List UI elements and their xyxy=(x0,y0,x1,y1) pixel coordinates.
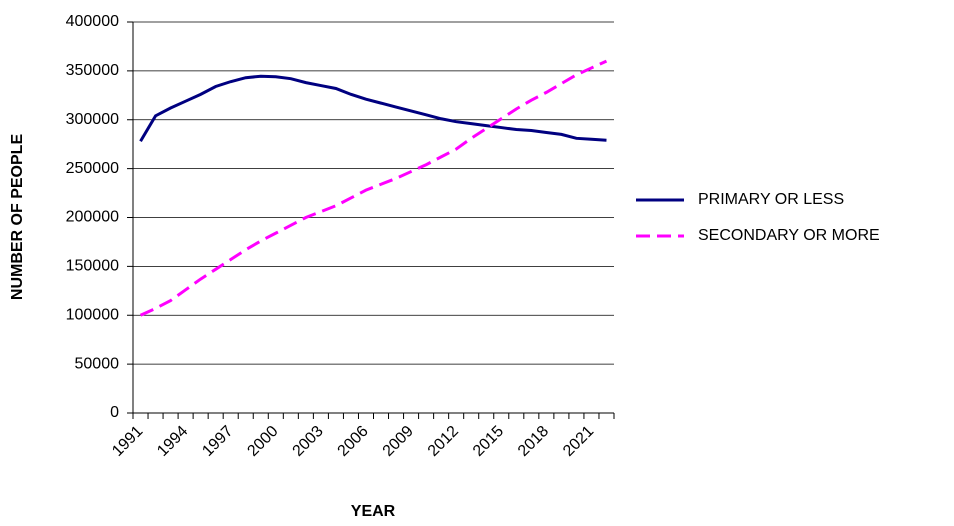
y-tick-label: 150000 xyxy=(66,258,119,275)
x-tick-label: 2021 xyxy=(560,423,597,460)
y-tick-label: 100000 xyxy=(66,306,119,323)
legend-label: SECONDARY OR MORE xyxy=(698,227,880,244)
x-tick-label: 2018 xyxy=(515,423,552,460)
y-tick-label: 250000 xyxy=(66,160,119,177)
x-tick-label: 1991 xyxy=(109,423,146,460)
data-line xyxy=(139,74,607,143)
y-tick-label: 300000 xyxy=(66,111,119,128)
data-line xyxy=(139,59,608,317)
x-tick-label: 2012 xyxy=(425,423,462,460)
x-tick-label: 2003 xyxy=(290,423,327,460)
y-axis-label: NUMBER OF PEOPLE xyxy=(9,134,26,301)
x-tick-label: 1997 xyxy=(199,423,236,460)
y-tick-label: 50000 xyxy=(75,355,120,372)
y-tick-label: 0 xyxy=(110,404,119,421)
x-tick-label: 2000 xyxy=(244,423,281,460)
x-tick-label: 2015 xyxy=(470,423,507,460)
x-tick-label: 2006 xyxy=(335,423,372,460)
x-axis-label: YEAR xyxy=(351,503,396,520)
x-tick-label: 2009 xyxy=(380,423,417,460)
y-tick-label: 400000 xyxy=(66,13,119,30)
y-tick-label: 350000 xyxy=(66,62,119,79)
x-tick-label: 1994 xyxy=(154,423,191,460)
y-tick-label: 200000 xyxy=(66,209,119,226)
legend-label: PRIMARY OR LESS xyxy=(698,191,844,208)
